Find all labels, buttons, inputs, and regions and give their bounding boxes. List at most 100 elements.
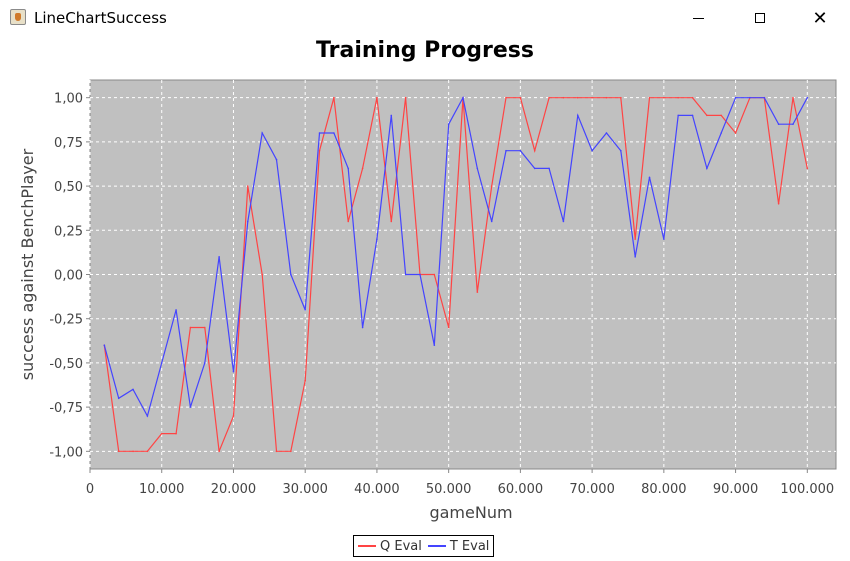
data-point-t-eval bbox=[304, 309, 306, 311]
data-point-t-eval bbox=[605, 132, 608, 134]
window-title: LineChartSuccess bbox=[34, 9, 167, 27]
data-point-t-eval bbox=[419, 273, 421, 276]
data-point-q-eval bbox=[620, 96, 622, 99]
x-tick-label: 80.000 bbox=[641, 482, 687, 497]
java-cup-icon bbox=[10, 9, 26, 25]
legend-item-q-eval: Q Eval bbox=[358, 539, 422, 554]
data-point-q-eval bbox=[117, 450, 120, 453]
data-point-q-eval bbox=[404, 96, 407, 99]
data-point-t-eval bbox=[763, 96, 766, 99]
data-point-q-eval bbox=[490, 185, 493, 187]
data-point-q-eval bbox=[160, 432, 163, 435]
chart-title: Training Progress bbox=[316, 38, 534, 63]
data-point-q-eval bbox=[476, 291, 479, 293]
data-point-t-eval bbox=[404, 273, 407, 276]
data-point-q-eval bbox=[333, 96, 335, 99]
y-tick-label: 1,00 bbox=[54, 92, 83, 107]
minimize-icon bbox=[692, 17, 704, 19]
data-point-t-eval bbox=[749, 96, 751, 99]
data-point-t-eval bbox=[218, 256, 220, 258]
legend-swatch-t-eval bbox=[427, 545, 446, 547]
series-line-t-eval bbox=[103, 95, 808, 418]
data-point-q-eval bbox=[189, 326, 192, 329]
data-point-t-eval bbox=[132, 388, 134, 391]
legend-swatch-q-eval bbox=[358, 545, 376, 547]
data-point-t-eval bbox=[447, 123, 450, 126]
data-point-q-eval bbox=[390, 220, 393, 223]
data-point-q-eval bbox=[146, 450, 149, 453]
x-tick-label: 50.000 bbox=[426, 482, 472, 497]
data-point-q-eval bbox=[232, 415, 235, 417]
data-point-q-eval bbox=[591, 96, 593, 99]
x-tick-label: 70.000 bbox=[569, 482, 615, 497]
data-point-t-eval bbox=[591, 149, 593, 152]
data-point-t-eval bbox=[720, 132, 723, 134]
x-tick-label: 30.000 bbox=[282, 482, 328, 497]
data-point-q-eval bbox=[777, 202, 780, 205]
data-point-t-eval bbox=[648, 176, 651, 179]
x-axis-label: gameNum bbox=[429, 503, 512, 522]
y-tick-label: 0,25 bbox=[54, 224, 83, 239]
x-tick-label: 60.000 bbox=[498, 482, 544, 497]
data-point-t-eval bbox=[562, 220, 565, 223]
data-point-q-eval bbox=[677, 96, 679, 99]
data-point-q-eval bbox=[562, 96, 565, 99]
data-point-q-eval bbox=[376, 96, 378, 99]
data-point-t-eval bbox=[777, 123, 780, 126]
data-point-t-eval bbox=[505, 149, 507, 152]
data-point-t-eval bbox=[189, 406, 192, 408]
data-point-q-eval bbox=[720, 114, 723, 117]
x-tick-label: 90.000 bbox=[713, 482, 759, 497]
data-point-t-eval bbox=[691, 114, 694, 117]
data-point-q-eval bbox=[576, 96, 579, 99]
y-tick-label: 0,50 bbox=[54, 180, 83, 195]
data-point-q-eval bbox=[247, 185, 249, 187]
data-point-t-eval bbox=[806, 96, 809, 99]
data-point-q-eval bbox=[663, 96, 665, 99]
data-point-q-eval bbox=[132, 450, 134, 453]
data-point-t-eval bbox=[476, 167, 479, 170]
data-point-q-eval bbox=[447, 326, 450, 329]
y-tick-label: -0,25 bbox=[49, 313, 83, 328]
data-point-q-eval bbox=[691, 96, 694, 99]
data-point-t-eval bbox=[232, 370, 235, 373]
data-point-q-eval bbox=[519, 96, 522, 99]
data-point-q-eval bbox=[175, 432, 177, 435]
data-point-q-eval bbox=[605, 96, 608, 99]
x-tick-label: 40.000 bbox=[354, 482, 400, 497]
data-point-q-eval bbox=[533, 149, 536, 152]
data-point-q-eval bbox=[261, 273, 263, 276]
legend-label-q-eval: Q Eval bbox=[380, 538, 422, 554]
data-point-t-eval bbox=[677, 114, 679, 117]
minimize-button[interactable] bbox=[675, 0, 721, 36]
data-point-t-eval bbox=[275, 158, 278, 161]
data-point-q-eval bbox=[548, 96, 550, 99]
chart-legend: Q Eval T Eval bbox=[353, 535, 495, 557]
maximize-icon bbox=[755, 13, 765, 23]
data-point-q-eval bbox=[347, 220, 350, 223]
data-point-t-eval bbox=[247, 220, 249, 223]
data-point-q-eval bbox=[318, 149, 321, 152]
data-point-t-eval bbox=[117, 397, 120, 400]
x-tick-label: 20.000 bbox=[211, 482, 257, 497]
data-point-t-eval bbox=[175, 309, 177, 311]
legend-item-t-eval: T Eval bbox=[427, 539, 489, 554]
data-point-q-eval bbox=[706, 114, 708, 117]
data-point-t-eval bbox=[548, 167, 550, 170]
data-point-t-eval bbox=[390, 114, 393, 117]
data-point-t-eval bbox=[347, 167, 350, 170]
maximize-button[interactable] bbox=[737, 0, 783, 36]
series-line-q-eval bbox=[103, 97, 808, 452]
data-point-t-eval bbox=[333, 132, 335, 134]
data-point-t-eval bbox=[490, 220, 493, 223]
data-point-q-eval bbox=[734, 132, 737, 134]
y-tick-label: -1,00 bbox=[49, 445, 83, 460]
data-point-t-eval bbox=[792, 123, 794, 126]
data-point-t-eval bbox=[146, 415, 149, 417]
data-point-t-eval bbox=[734, 96, 737, 99]
y-tick-label: -0,50 bbox=[49, 357, 83, 372]
close-button[interactable]: ✕ bbox=[797, 0, 843, 36]
data-point-t-eval bbox=[261, 132, 263, 134]
data-point-t-eval bbox=[361, 326, 364, 329]
data-point-q-eval bbox=[648, 96, 651, 99]
